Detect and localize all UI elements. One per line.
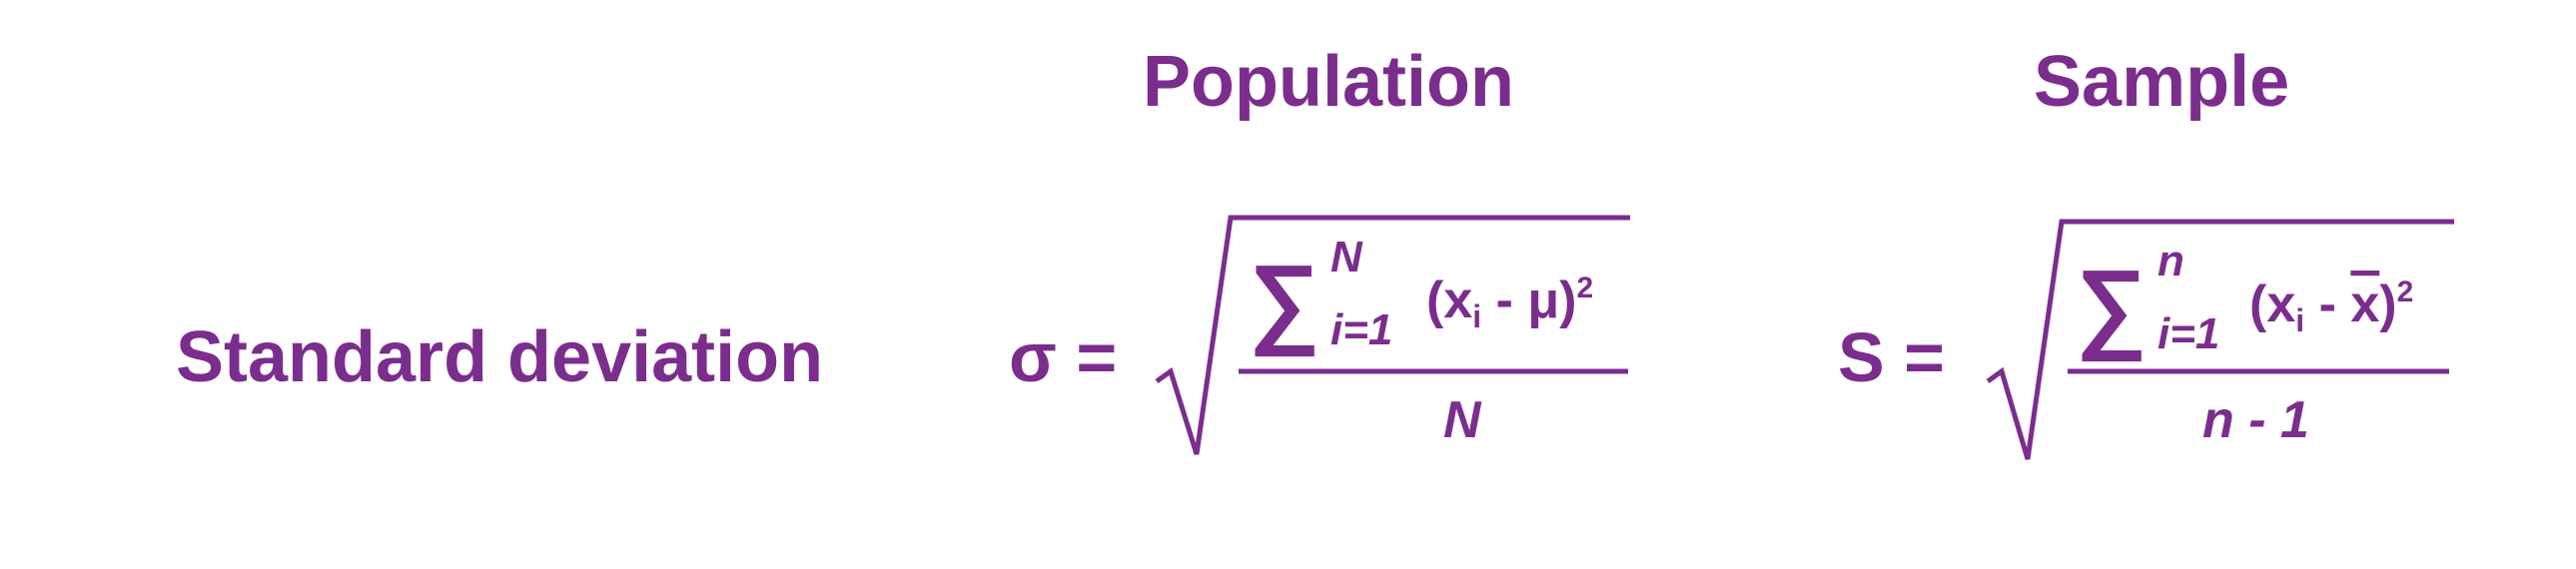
sample-term: (xi - x)2 <box>2249 276 2413 338</box>
population-term: (xi - μ)2 <box>1426 272 1593 334</box>
population-denominator: N <box>1443 391 1482 449</box>
sample-term-open: (x <box>2249 276 2295 333</box>
population-term-sub: i <box>1472 298 1481 334</box>
sample-sum-symbol: ∑ <box>2076 250 2147 362</box>
population-upper-limit: N <box>1330 233 1363 282</box>
population-term-open: (x <box>1426 272 1472 329</box>
sample-term-sub: i <box>2295 302 2304 338</box>
sample-upper-limit: n <box>2157 237 2184 285</box>
sample-heading: Sample <box>2034 42 2290 122</box>
sample-radical <box>1986 219 2454 460</box>
population-term-rest: - μ) <box>1481 272 1576 329</box>
population-sum-symbol: ∑ <box>1249 245 1319 357</box>
sample-term-xbar: x <box>2350 276 2379 333</box>
sample-lower-limit: i=1 <box>2157 309 2219 358</box>
population-exponent: 2 <box>1576 272 1593 304</box>
population-radical <box>1155 215 1630 455</box>
population-lower-limit: i=1 <box>1330 305 1392 354</box>
sample-denominator: n - 1 <box>2202 391 2309 449</box>
population-heading: Population <box>1143 42 1514 122</box>
sample-exponent: 2 <box>2397 276 2414 308</box>
sample-term-close: ) <box>2379 276 2396 333</box>
population-lhs: σ = <box>1009 318 1117 396</box>
sample-term-mid: - <box>2304 276 2350 333</box>
sample-lhs: S = <box>1838 318 1945 396</box>
standard-deviation-label: Standard deviation <box>176 317 824 397</box>
